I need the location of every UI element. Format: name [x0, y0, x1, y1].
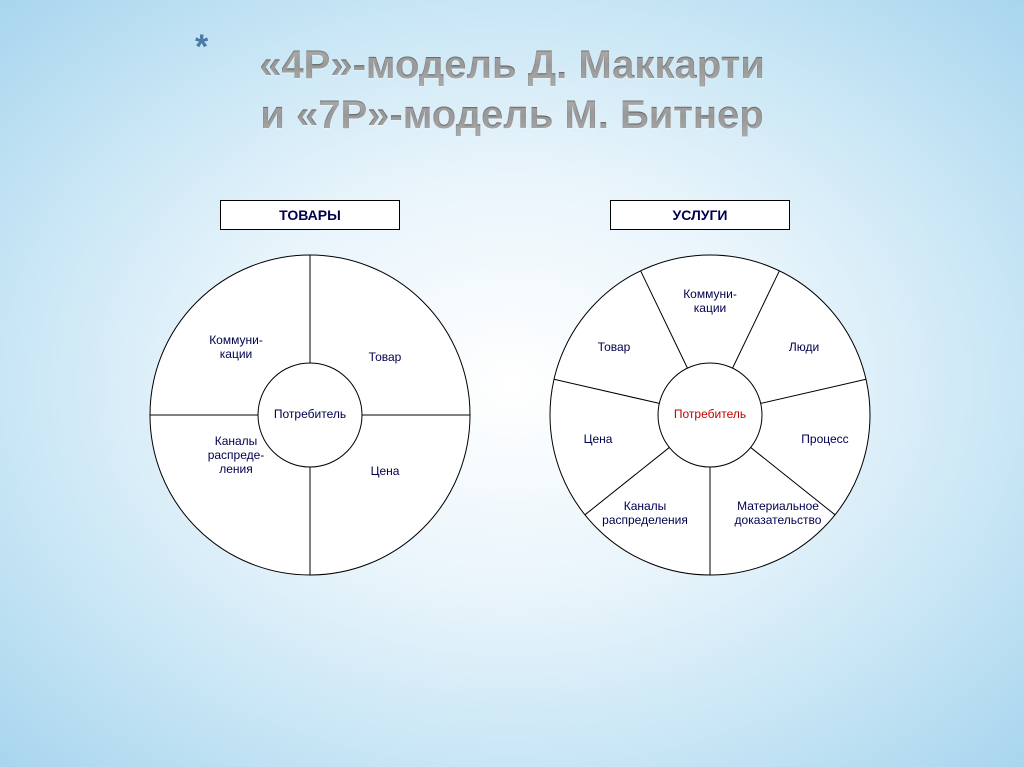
left-header-box: ТОВАРЫ — [220, 200, 400, 230]
right-segment-label-3: Материальноедоказательство — [735, 499, 822, 527]
right-header-label: УСЛУГИ — [672, 207, 727, 223]
right-segment-label-1: Люди — [789, 340, 819, 354]
right-segment-label-5: Цена — [584, 432, 613, 446]
title-line-1: «4Р»-модель Д. Маккарти — [259, 40, 765, 90]
right-center-label: Потребитель — [674, 407, 746, 421]
right-segment-label-6: Товар — [598, 340, 631, 354]
title-line-2: и «7Р»-модель М. Битнер — [260, 90, 763, 140]
right-header-box: УСЛУГИ — [610, 200, 790, 230]
left-diagram: ПотребительТоварЦенаКаналыраспреде-ления… — [135, 240, 485, 590]
slide-title: «4Р»-модель Д. Маккарти и «7Р»-модель М.… — [0, 40, 1024, 140]
left-segment-label-1: Цена — [371, 464, 400, 478]
left-header-label: ТОВАРЫ — [279, 207, 341, 223]
right-diagram: ПотребительКоммуни-кацииЛюдиПроцессМатер… — [535, 240, 885, 590]
left-center-label: Потребитель — [274, 407, 346, 421]
right-segment-label-2: Процесс — [801, 432, 848, 446]
left-segment-label-0: Товар — [369, 350, 402, 364]
